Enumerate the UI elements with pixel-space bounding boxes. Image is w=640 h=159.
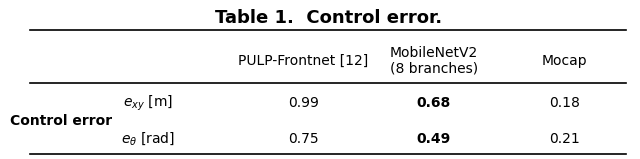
Text: 0.68: 0.68 [417,96,451,110]
Text: Control error: Control error [10,114,112,128]
Text: PULP-Frontnet [12]: PULP-Frontnet [12] [238,54,369,68]
Text: Table 1.  Control error.: Table 1. Control error. [214,9,442,27]
Text: 0.49: 0.49 [417,132,451,146]
Text: 0.18: 0.18 [548,96,580,110]
Text: $e_{xy}$ [m]: $e_{xy}$ [m] [123,93,173,113]
Text: 0.99: 0.99 [288,96,319,110]
Text: 0.21: 0.21 [548,132,579,146]
Text: Mocap: Mocap [541,54,587,68]
Text: $e_{\theta}$ [rad]: $e_{\theta}$ [rad] [121,131,175,147]
Text: 0.75: 0.75 [288,132,319,146]
Text: MobileNetV2
(8 branches): MobileNetV2 (8 branches) [390,46,478,76]
